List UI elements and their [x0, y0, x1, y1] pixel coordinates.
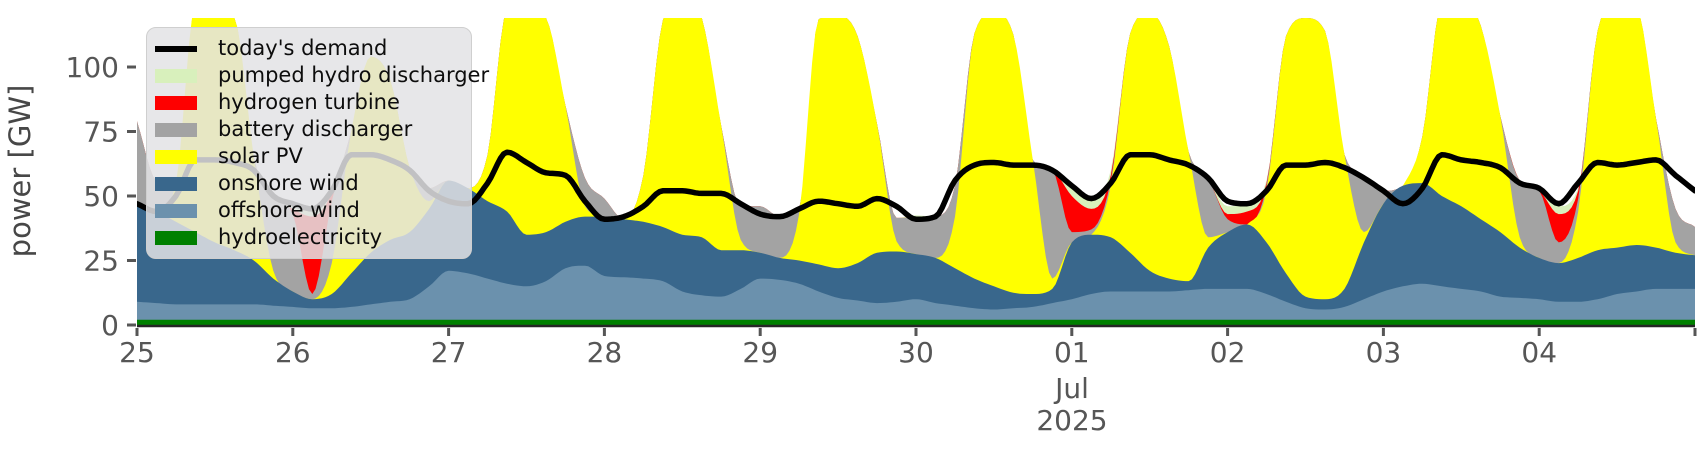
legend-label: hydroelectricity — [218, 225, 383, 249]
x-tick-label: 26 — [275, 336, 311, 369]
legend: today's demand pumped hydro discharger h… — [146, 27, 489, 259]
x-tick-label: 30 — [898, 336, 934, 369]
x-tick-label: 04 — [1521, 336, 1557, 369]
hydroelectricity-swatch-icon — [155, 230, 197, 245]
onshore-wind-swatch-icon — [155, 176, 197, 191]
legend-label: pumped hydro discharger — [218, 63, 490, 87]
legend-item-hydroelectricity: hydroelectricity — [155, 224, 461, 251]
stacked-areas — [137, 18, 1695, 325]
y-axis: 0 25 50 75 100 — [66, 51, 136, 342]
legend-item-hydrogen-turbine: hydrogen turbine — [155, 89, 461, 116]
area-hydroelectricity — [137, 319, 1695, 325]
y-tick-label: 100 — [66, 51, 119, 84]
solar-pv-swatch-icon — [155, 149, 197, 164]
y-tick-label: 0 — [101, 309, 119, 342]
y-tick-label: 75 — [83, 116, 119, 149]
legend-item-offshore-wind: offshore wind — [155, 197, 461, 224]
legend-label: battery discharger — [218, 117, 413, 141]
legend-label: offshore wind — [218, 198, 360, 222]
y-tick-label: 50 — [83, 180, 119, 213]
x-tick-label: 27 — [431, 336, 467, 369]
legend-label: today's demand — [218, 36, 388, 60]
demand-line-sample-icon — [155, 45, 197, 52]
x-tick-label: 25 — [119, 336, 155, 369]
x-tick-label: 02 — [1210, 336, 1246, 369]
legend-label: hydrogen turbine — [218, 90, 400, 114]
legend-item-todays-demand: today's demand — [155, 35, 461, 62]
area-offshore-wind — [137, 265, 1695, 325]
pumped-hydro-swatch-icon — [155, 68, 197, 83]
legend-item-solar-pv: solar PV — [155, 143, 461, 170]
x-axis: 25 26 27 28 29 30 01 02 03 04 — [119, 328, 1697, 369]
x-tick-label: 28 — [587, 336, 623, 369]
legend-item-battery-discharger: battery discharger — [155, 116, 461, 143]
legend-label: solar PV — [218, 144, 303, 168]
battery-discharger-swatch-icon — [155, 122, 197, 137]
legend-label: onshore wind — [218, 171, 359, 195]
x-tick-label: 29 — [742, 336, 778, 369]
x-tick-label: 03 — [1366, 336, 1402, 369]
x-tick-label: 01 — [1054, 336, 1090, 369]
x-axis-year-label: 2025 — [1036, 404, 1107, 437]
offshore-wind-swatch-icon — [155, 203, 197, 218]
hydrogen-turbine-swatch-icon — [155, 95, 197, 110]
x-axis-month-label: Jul — [1053, 372, 1089, 405]
legend-item-onshore-wind: onshore wind — [155, 170, 461, 197]
y-tick-label: 25 — [83, 245, 119, 278]
y-axis-title: power [GW] — [3, 85, 37, 258]
legend-item-pumped-hydro-discharger: pumped hydro discharger — [155, 62, 489, 89]
